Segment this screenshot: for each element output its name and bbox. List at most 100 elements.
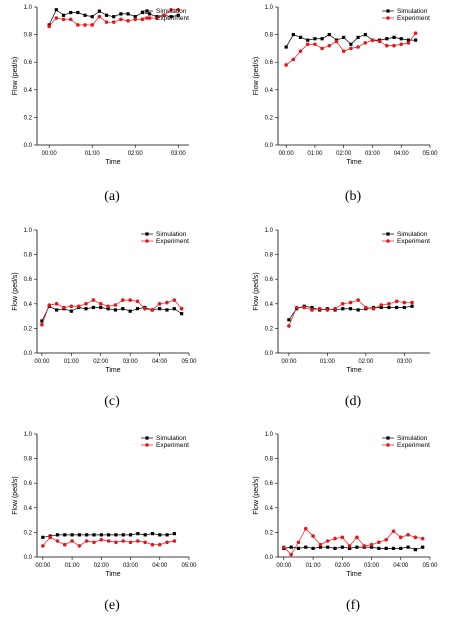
legend-marker-simulation bbox=[145, 9, 149, 13]
data-point-experiment bbox=[154, 16, 159, 20]
y-tick-label: 0.2 bbox=[265, 326, 274, 332]
x-tick-label: 05:00 bbox=[181, 563, 197, 569]
data-point-experiment bbox=[377, 540, 381, 545]
data-point-simulation bbox=[140, 10, 144, 15]
x-tick-label: 03:00 bbox=[364, 563, 380, 569]
legend-label-experiment: Experiment bbox=[156, 238, 189, 245]
data-point-experiment bbox=[172, 298, 177, 302]
data-point-simulation bbox=[77, 533, 81, 537]
data-point-simulation bbox=[180, 312, 184, 316]
data-point-simulation bbox=[91, 305, 95, 310]
legend-label-experiment: Experiment bbox=[397, 238, 430, 245]
data-point-experiment bbox=[172, 539, 177, 543]
y-tick-label: 0.0 bbox=[24, 555, 33, 561]
data-point-simulation bbox=[356, 308, 360, 312]
data-point-experiment bbox=[311, 534, 315, 538]
x-tick-label: 01:00 bbox=[306, 563, 322, 569]
data-point-simulation bbox=[291, 33, 295, 37]
x-tick-label: 00:00 bbox=[281, 359, 297, 365]
data-point-simulation bbox=[349, 42, 353, 46]
legend-label-experiment: Experiment bbox=[397, 15, 430, 22]
data-point-simulation bbox=[392, 35, 396, 39]
x-tick-label: 02:00 bbox=[94, 563, 110, 569]
data-point-simulation bbox=[150, 532, 155, 536]
data-point-experiment bbox=[54, 302, 59, 306]
data-point-simulation bbox=[128, 533, 133, 537]
data-point-experiment bbox=[363, 41, 368, 45]
legend-marker-simulation bbox=[386, 9, 390, 13]
data-point-experiment bbox=[291, 57, 296, 62]
data-point-experiment bbox=[370, 38, 375, 42]
data-point-simulation bbox=[99, 533, 103, 537]
data-point-experiment bbox=[143, 306, 147, 311]
data-point-experiment bbox=[327, 43, 332, 48]
x-tick-label: 03:00 bbox=[397, 359, 413, 365]
data-point-simulation bbox=[318, 545, 322, 549]
data-point-experiment bbox=[362, 544, 367, 548]
data-point-experiment bbox=[90, 23, 95, 27]
data-point-simulation bbox=[76, 10, 80, 15]
x-axis-title: Time bbox=[346, 159, 361, 166]
data-point-simulation bbox=[296, 546, 301, 550]
data-point-experiment bbox=[111, 20, 116, 24]
data-point-experiment bbox=[40, 322, 44, 327]
data-point-experiment bbox=[47, 24, 51, 29]
data-point-simulation bbox=[40, 319, 44, 323]
data-point-simulation bbox=[106, 307, 110, 311]
data-point-simulation bbox=[113, 308, 118, 312]
x-tick-label: 02:00 bbox=[93, 359, 109, 365]
data-point-experiment bbox=[406, 533, 410, 537]
x-axis-title: Time bbox=[105, 367, 120, 374]
data-point-simulation bbox=[63, 533, 67, 537]
panel-caption-d: (d) bbox=[344, 394, 362, 409]
data-point-experiment bbox=[54, 16, 59, 20]
data-point-experiment bbox=[69, 304, 74, 309]
data-point-experiment bbox=[348, 300, 353, 305]
data-point-experiment bbox=[317, 306, 322, 311]
data-point-simulation bbox=[289, 545, 293, 549]
data-point-simulation bbox=[147, 12, 152, 16]
y-axis-title: Flow (ped/s) bbox=[12, 272, 19, 311]
y-tick-label: 1.0 bbox=[24, 5, 33, 11]
data-point-simulation bbox=[342, 35, 346, 39]
y-tick-label: 0.6 bbox=[265, 60, 274, 66]
x-tick-label: 00:00 bbox=[34, 359, 50, 365]
x-tick-label: 01:00 bbox=[307, 151, 323, 157]
legend-label-simulation: Simulation bbox=[397, 231, 428, 238]
data-point-experiment bbox=[62, 542, 67, 547]
data-point-simulation bbox=[136, 532, 140, 536]
x-axis-title: Time bbox=[105, 159, 120, 166]
data-point-simulation bbox=[85, 533, 89, 537]
y-axis-title: Flow (ped/s) bbox=[253, 476, 260, 515]
data-point-experiment bbox=[364, 305, 368, 310]
data-point-simulation bbox=[97, 9, 101, 13]
x-tick-label: 00:00 bbox=[42, 151, 58, 157]
data-point-simulation bbox=[107, 533, 111, 537]
x-tick-label: 04:00 bbox=[152, 563, 168, 569]
data-point-simulation bbox=[340, 545, 344, 549]
data-point-experiment bbox=[333, 306, 337, 311]
data-point-experiment bbox=[169, 7, 173, 12]
data-point-experiment bbox=[391, 529, 396, 533]
data-point-experiment bbox=[371, 306, 376, 311]
data-point-simulation bbox=[169, 15, 173, 19]
y-axis-title: Flow (ped/s) bbox=[253, 57, 260, 96]
y-axis-title: Flow (ped/s) bbox=[253, 272, 260, 311]
data-point-experiment bbox=[133, 17, 138, 22]
data-point-simulation bbox=[333, 546, 337, 550]
data-point-simulation bbox=[369, 545, 374, 549]
data-point-experiment bbox=[302, 305, 307, 310]
data-point-simulation bbox=[327, 33, 331, 37]
data-point-simulation bbox=[287, 318, 291, 322]
y-axis-title: Flow (ped/s) bbox=[12, 57, 19, 96]
data-point-experiment bbox=[334, 39, 339, 44]
data-point-simulation bbox=[41, 535, 45, 539]
data-point-experiment bbox=[420, 536, 425, 541]
data-point-experiment bbox=[113, 303, 118, 307]
y-tick-label: 0.0 bbox=[24, 351, 33, 357]
legend-label-simulation: Simulation bbox=[156, 231, 187, 238]
y-tick-label: 0.4 bbox=[24, 88, 33, 94]
data-point-simulation bbox=[119, 12, 123, 16]
data-point-simulation bbox=[399, 37, 403, 41]
data-point-simulation bbox=[348, 307, 353, 311]
